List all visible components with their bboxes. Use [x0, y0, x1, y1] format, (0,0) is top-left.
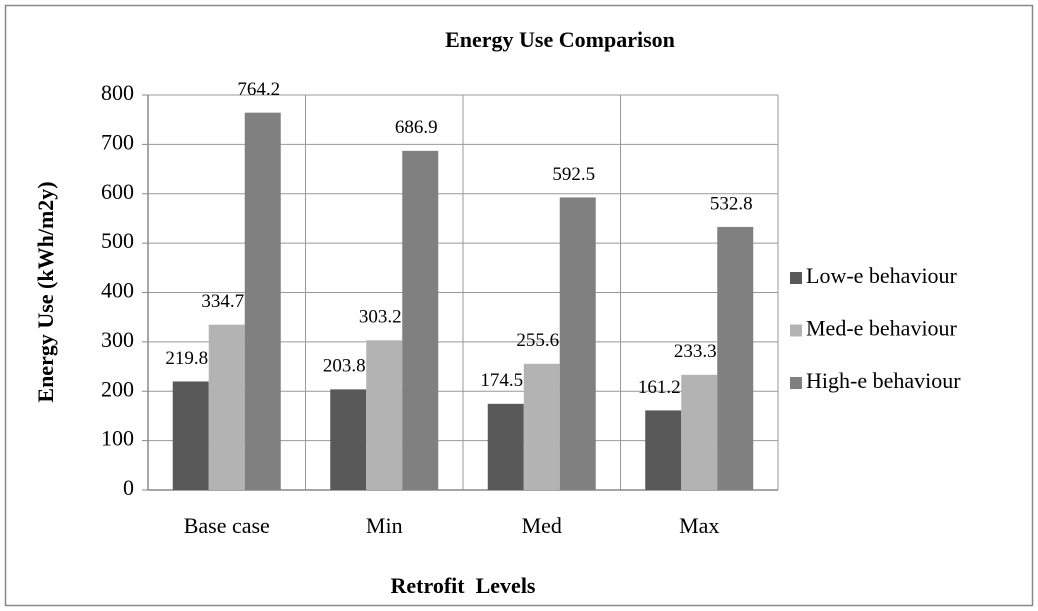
value-label: 686.9	[395, 117, 438, 138]
x-axis-title: Retrofit Levels	[391, 573, 536, 598]
legend-label: High-e behaviour	[806, 368, 961, 393]
y-tick-label: 200	[101, 376, 134, 401]
bar	[681, 374, 718, 490]
y-tick-label: 0	[123, 475, 134, 500]
legend-swatch	[790, 377, 802, 389]
y-tick-label: 700	[101, 129, 134, 154]
bar	[330, 389, 367, 490]
legend-label: Med-e behaviour	[806, 316, 958, 341]
x-tick-label: Max	[679, 513, 719, 538]
value-label: 233.3	[674, 341, 717, 362]
chart-title: Energy Use Comparison	[445, 27, 675, 52]
value-label: 255.6	[516, 330, 559, 351]
bar	[559, 197, 596, 490]
value-label: 161.2	[638, 377, 681, 398]
value-label: 532.8	[710, 193, 753, 214]
y-axis-title: Energy Use (kWh/m2y)	[33, 181, 58, 402]
bar	[645, 410, 682, 490]
y-tick-label: 400	[101, 278, 134, 303]
bar	[717, 226, 754, 490]
bar	[172, 381, 209, 490]
value-label: 334.7	[201, 291, 244, 312]
value-label: 203.8	[323, 356, 366, 377]
y-tick-label: 300	[101, 327, 134, 352]
legend-swatch	[790, 272, 802, 284]
bar	[487, 403, 524, 490]
x-tick-label: Base case	[184, 513, 270, 538]
value-label: 219.8	[165, 348, 208, 369]
value-label: 592.5	[552, 164, 595, 185]
bar	[244, 112, 281, 491]
bar	[208, 324, 245, 490]
y-tick-label: 800	[101, 80, 134, 105]
x-tick-label: Min	[366, 513, 403, 538]
y-tick-label: 600	[101, 179, 134, 204]
legend-label: Low-e behaviour	[806, 263, 958, 288]
value-label: 764.2	[237, 79, 280, 100]
bar	[402, 150, 439, 490]
x-tick-label: Med	[522, 513, 562, 538]
y-tick-label: 100	[101, 426, 134, 451]
value-label: 303.2	[359, 307, 402, 328]
bar	[366, 340, 403, 490]
value-label: 174.5	[480, 370, 523, 391]
y-tick-label: 500	[101, 228, 134, 253]
bar	[523, 363, 560, 490]
legend-swatch	[790, 324, 802, 337]
chart-frame	[4, 4, 1034, 607]
